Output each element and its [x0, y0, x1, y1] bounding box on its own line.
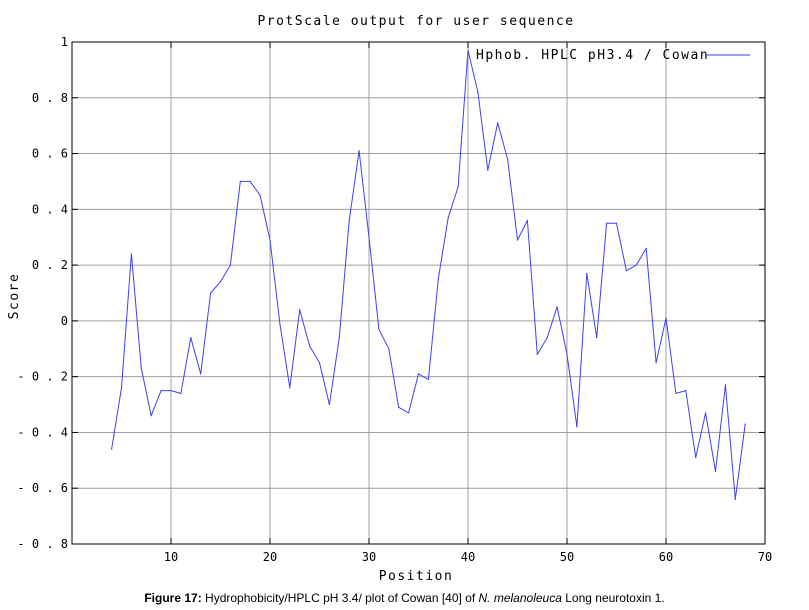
- data-point: [120, 387, 123, 389]
- caption-species: N. melanoleuca: [478, 591, 562, 605]
- data-point: [526, 219, 529, 222]
- data-point: [259, 194, 261, 196]
- y-tick-label: 0: [61, 314, 68, 328]
- data-point: [388, 348, 390, 350]
- data-point: [239, 180, 241, 183]
- y-tick-label: - 0 . 8: [17, 537, 68, 551]
- caption-text: Hydrophobicity/HPLC pH 3.4/ plot of Cowa…: [201, 591, 479, 605]
- y-tick-label: 0 . 2: [32, 258, 68, 272]
- data-point: [150, 415, 152, 417]
- data-point: [586, 272, 588, 275]
- data-point: [229, 264, 231, 266]
- y-tick-label: - 0 . 2: [17, 370, 68, 384]
- data-point: [200, 373, 202, 375]
- data-point: [348, 219, 350, 222]
- data-point: [269, 239, 271, 241]
- data-point: [734, 498, 736, 500]
- data-point: [467, 49, 469, 51]
- y-tick-label: 0 . 8: [32, 91, 68, 105]
- data-point: [427, 378, 429, 381]
- data-point: [140, 367, 142, 369]
- data-point: [378, 328, 380, 330]
- x-tick-label: 40: [461, 550, 475, 564]
- y-tick-label: - 0 . 4: [17, 425, 68, 439]
- x-tick-label: 10: [164, 550, 178, 564]
- data-point: [457, 186, 459, 188]
- data-point: [437, 278, 439, 280]
- data-point: [615, 222, 618, 224]
- data-point: [477, 91, 479, 93]
- data-point: [190, 337, 192, 339]
- figure-caption: Figure 17: Hydrophobicity/HPLC pH 3.4/ p…: [0, 591, 809, 605]
- x-axis-label: Position: [379, 569, 454, 584]
- data-point: [695, 456, 697, 459]
- data-point: [160, 390, 162, 392]
- y-tick-label: 0 . 4: [32, 202, 68, 216]
- data-point: [675, 392, 677, 394]
- y-tick-label: 0 . 6: [32, 147, 68, 161]
- data-point: [744, 423, 746, 425]
- data-point: [507, 158, 509, 160]
- protscale-chart: - 0 . 8 - 0 . 6 - 0 . 4 - 0 . 2 0 0 . 2 0 . 4 0…: [7, 14, 772, 584]
- data-point: [111, 448, 113, 450]
- data-point: [724, 384, 727, 386]
- y-axis-label: Score: [7, 273, 22, 320]
- chart-title: ProtScale output for user sequence: [257, 14, 574, 29]
- data-point: [318, 362, 321, 364]
- data-point: [130, 253, 132, 255]
- data-point: [338, 337, 340, 339]
- data-point: [635, 264, 637, 266]
- data-point: [249, 180, 251, 183]
- data-point: [705, 412, 707, 414]
- y-tick-label: 1: [61, 35, 68, 49]
- data-point: [645, 247, 647, 249]
- data-point: [447, 217, 449, 219]
- data-point: [328, 403, 330, 406]
- data-point: [417, 373, 420, 375]
- x-tick-label: 30: [362, 550, 376, 564]
- y-tick-label: - 0 . 6: [17, 481, 68, 495]
- series-layer: [111, 49, 746, 500]
- data-point: [714, 470, 717, 473]
- data-point: [279, 323, 281, 325]
- data-point: [299, 309, 301, 311]
- data-point: [685, 390, 687, 392]
- data-point: [536, 353, 538, 355]
- caption-suffix: Long neurotoxin 1.: [561, 591, 665, 605]
- data-point: [576, 426, 578, 428]
- data-point: [309, 345, 311, 347]
- legend-label: Hphob. HPLC pH3.4 / Cowan: [476, 48, 709, 63]
- data-point: [219, 281, 222, 283]
- data-point: [398, 406, 400, 408]
- caption-label: Figure 17:: [144, 591, 202, 605]
- x-tick-label: 70: [758, 550, 772, 564]
- data-point: [170, 390, 172, 392]
- plot-frame: [71, 41, 766, 545]
- data-point: [368, 236, 370, 238]
- legend: Hphob. HPLC pH3.4 / Cowan: [476, 48, 750, 63]
- data-point: [556, 306, 558, 308]
- data-point: [546, 337, 548, 339]
- x-tick-label: 50: [560, 550, 574, 564]
- data-point: [516, 239, 519, 241]
- x-tick-label: 20: [263, 550, 277, 564]
- grid-lines: [72, 42, 765, 544]
- data-point: [566, 353, 568, 355]
- data-point: [497, 122, 499, 124]
- data-point: [408, 412, 410, 414]
- data-point: [596, 337, 598, 339]
- data-point: [487, 169, 489, 171]
- axis-ticks: - 0 . 8 - 0 . 6 - 0 . 4 - 0 . 2 0 0 . 2 0 . 4 0…: [17, 35, 772, 564]
- data-point: [289, 387, 291, 389]
- data-point: [625, 270, 628, 272]
- data-point: [606, 222, 608, 224]
- data-point: [180, 392, 182, 394]
- x-tick-label: 60: [659, 550, 673, 564]
- data-point: [665, 317, 667, 319]
- data-point: [655, 362, 657, 364]
- data-point: [358, 150, 360, 152]
- data-point: [210, 292, 212, 294]
